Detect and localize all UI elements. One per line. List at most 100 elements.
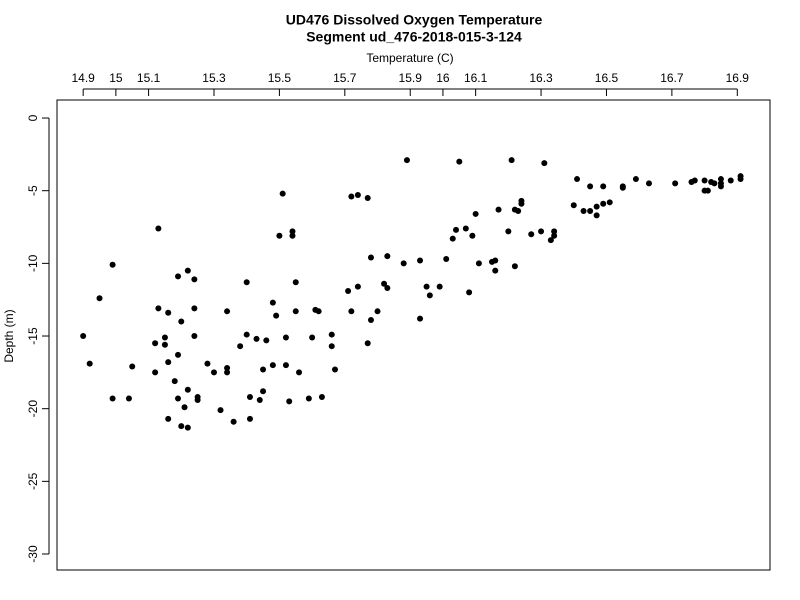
point — [492, 267, 499, 274]
point — [456, 158, 463, 165]
point — [161, 341, 168, 348]
point — [289, 232, 296, 239]
point — [508, 157, 515, 164]
point — [243, 279, 250, 286]
point — [423, 283, 430, 290]
point — [704, 187, 711, 194]
point — [403, 157, 410, 164]
point — [253, 335, 260, 342]
point — [717, 176, 724, 183]
x-tick-label: 16.3 — [529, 71, 553, 85]
point — [184, 386, 191, 393]
point — [426, 292, 433, 299]
point — [354, 192, 361, 199]
point — [269, 362, 276, 369]
point — [260, 388, 267, 395]
y-tick-label: -25 — [26, 472, 40, 490]
point — [230, 418, 237, 425]
point — [374, 308, 381, 315]
point — [492, 257, 499, 264]
point — [515, 208, 522, 215]
point — [292, 308, 299, 315]
point — [286, 398, 293, 405]
point — [129, 363, 136, 370]
point — [256, 396, 263, 403]
x-axis-label: Temperature (C) — [366, 51, 453, 65]
point — [246, 415, 253, 422]
point — [191, 276, 198, 283]
point — [672, 180, 679, 187]
point — [606, 199, 613, 206]
point — [462, 225, 469, 232]
point — [86, 360, 93, 367]
point — [165, 359, 172, 366]
point — [315, 308, 322, 315]
point — [224, 369, 231, 376]
point — [449, 235, 456, 242]
point — [475, 260, 482, 267]
y-axis-label: Depth (m) — [2, 309, 16, 362]
point — [155, 305, 162, 312]
point — [96, 295, 103, 302]
point — [109, 261, 116, 268]
point — [417, 315, 424, 322]
chart-subtitle: Segment ud_476-2018-015-3-124 — [306, 29, 522, 45]
point — [551, 232, 558, 239]
point — [152, 340, 159, 347]
point — [593, 203, 600, 210]
y-tick-label: -30 — [26, 545, 40, 563]
point — [367, 254, 374, 261]
y-tick-label: -10 — [26, 254, 40, 272]
point — [289, 228, 296, 235]
point — [528, 231, 535, 238]
point — [184, 267, 191, 274]
point — [243, 331, 250, 338]
point — [417, 257, 424, 264]
point — [191, 333, 198, 340]
point — [645, 180, 652, 187]
point — [348, 308, 355, 315]
point — [547, 237, 554, 244]
point — [727, 177, 734, 184]
point — [541, 160, 548, 167]
point — [574, 176, 581, 183]
point — [469, 232, 476, 239]
point — [224, 308, 231, 315]
x-tick-label: 15.7 — [333, 71, 357, 85]
point — [165, 415, 172, 422]
point — [175, 351, 182, 358]
plot-frame — [56, 99, 771, 571]
point — [155, 225, 162, 232]
x-tick-label: 16.1 — [464, 71, 488, 85]
x-tick-label: 14.9 — [71, 71, 95, 85]
point — [538, 228, 545, 235]
point — [282, 334, 289, 341]
point — [125, 395, 132, 402]
point — [364, 194, 371, 201]
point — [354, 283, 361, 290]
point — [217, 407, 224, 414]
point — [348, 193, 355, 200]
point — [175, 273, 182, 280]
point — [194, 394, 201, 401]
point — [466, 289, 473, 296]
point — [328, 343, 335, 350]
point — [204, 360, 211, 367]
point — [109, 395, 116, 402]
point — [495, 206, 502, 213]
x-tick-label: 15.5 — [268, 71, 292, 85]
point — [436, 283, 443, 290]
point — [152, 369, 159, 376]
point — [171, 378, 178, 385]
point — [701, 177, 708, 184]
point — [309, 334, 316, 341]
x-tick-label: 16 — [436, 71, 450, 85]
y-tick-label: -15 — [26, 327, 40, 345]
point — [505, 228, 512, 235]
point — [600, 183, 607, 190]
point — [332, 366, 339, 373]
x-tick-label: 16.9 — [726, 71, 750, 85]
point — [178, 318, 185, 325]
point — [279, 190, 286, 197]
